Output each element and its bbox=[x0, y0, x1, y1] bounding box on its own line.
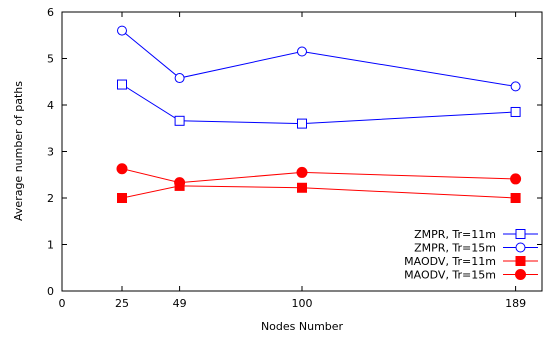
legend-marker bbox=[515, 256, 526, 266]
y-tick-label: 3 bbox=[47, 146, 54, 159]
x-tick-label: 25 bbox=[115, 297, 129, 310]
series-2 bbox=[117, 25, 521, 92]
legend-label: ZMPR, Tr=15m bbox=[414, 242, 496, 255]
series-line bbox=[121, 84, 516, 125]
data-point bbox=[117, 25, 127, 36]
data-point bbox=[296, 166, 308, 178]
x-tick-label: 189 bbox=[505, 297, 526, 310]
legend-label: ZMPR, Tr=11m bbox=[414, 228, 496, 241]
data-point bbox=[116, 163, 128, 175]
data-point bbox=[510, 81, 521, 92]
series-1 bbox=[117, 79, 521, 129]
x-tick-label: 100 bbox=[292, 297, 313, 310]
legend-item: ZMPR, Tr=15m bbox=[414, 242, 538, 255]
series-line bbox=[121, 30, 516, 87]
x-tick-label: 49 bbox=[173, 297, 187, 310]
data-point bbox=[117, 193, 127, 203]
y-tick-label: 2 bbox=[47, 192, 54, 205]
data-point bbox=[174, 177, 186, 189]
series-line bbox=[121, 185, 516, 199]
y-tick-label: 6 bbox=[47, 6, 54, 19]
data-point bbox=[174, 73, 185, 84]
legend-marker bbox=[515, 242, 526, 253]
y-tick-label: 4 bbox=[47, 99, 54, 112]
legend-item: MAODV, Tr=15m bbox=[404, 269, 538, 282]
data-point bbox=[297, 182, 307, 193]
data-point bbox=[174, 115, 185, 126]
legend-marker bbox=[515, 269, 526, 280]
x-axis-label: Nodes Number bbox=[261, 320, 344, 333]
data-point bbox=[117, 79, 127, 90]
data-point bbox=[297, 118, 307, 129]
y-tick-label: 1 bbox=[47, 239, 54, 252]
y-axis-label: Average number of paths bbox=[12, 81, 25, 221]
legend-label: MAODV, Tr=11m bbox=[404, 255, 496, 268]
axis-ticks: 0 1 2 3 4 5 6 0 25 49 100 189 bbox=[47, 6, 542, 310]
series-4 bbox=[116, 163, 522, 189]
legend-item: ZMPR, Tr=11m bbox=[414, 228, 538, 241]
x-tick-label: 0 bbox=[59, 297, 66, 310]
series-line bbox=[121, 168, 516, 184]
legend-label: MAODV, Tr=15m bbox=[404, 269, 496, 282]
data-point bbox=[510, 106, 521, 117]
series-group bbox=[116, 25, 522, 203]
data-point bbox=[297, 46, 307, 57]
legend-item: MAODV, Tr=11m bbox=[404, 255, 538, 268]
data-point bbox=[510, 193, 521, 203]
y-tick-label: 5 bbox=[47, 53, 54, 66]
data-point bbox=[510, 173, 522, 185]
y-tick-label: 0 bbox=[47, 285, 54, 298]
legend-marker bbox=[515, 229, 526, 239]
